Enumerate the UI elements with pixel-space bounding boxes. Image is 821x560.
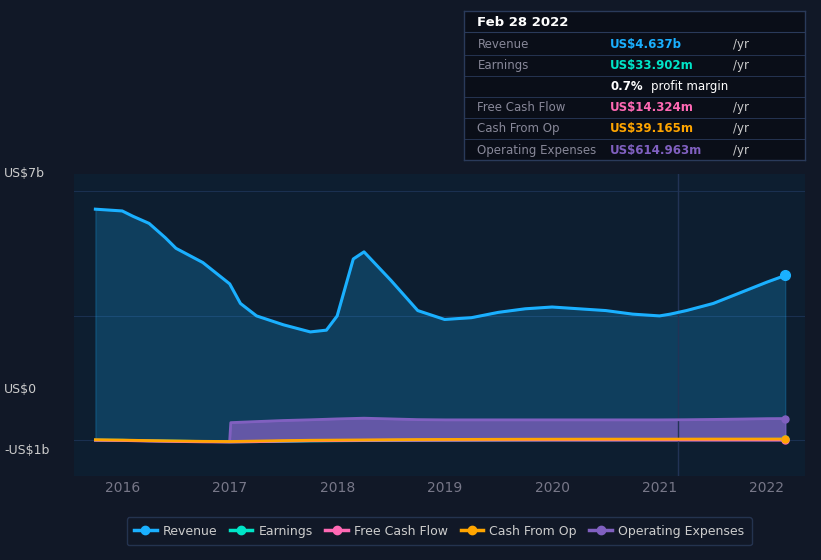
Text: /yr: /yr xyxy=(733,38,749,50)
Text: US$14.324m: US$14.324m xyxy=(610,101,695,114)
Text: /yr: /yr xyxy=(733,59,749,72)
Text: 0.7%: 0.7% xyxy=(610,80,643,93)
Text: Free Cash Flow: Free Cash Flow xyxy=(478,101,566,114)
Text: /yr: /yr xyxy=(733,101,749,114)
Text: /yr: /yr xyxy=(733,143,749,157)
Text: Revenue: Revenue xyxy=(478,38,529,50)
Text: US$614.963m: US$614.963m xyxy=(610,143,703,157)
Text: US$4.637b: US$4.637b xyxy=(610,38,682,50)
Text: Earnings: Earnings xyxy=(478,59,529,72)
Text: Feb 28 2022: Feb 28 2022 xyxy=(478,16,569,29)
Text: Operating Expenses: Operating Expenses xyxy=(478,143,597,157)
Text: /yr: /yr xyxy=(733,123,749,136)
Text: profit margin: profit margin xyxy=(651,80,728,93)
Text: Cash From Op: Cash From Op xyxy=(478,123,560,136)
Legend: Revenue, Earnings, Free Cash Flow, Cash From Op, Operating Expenses: Revenue, Earnings, Free Cash Flow, Cash … xyxy=(126,517,752,545)
Text: US$33.902m: US$33.902m xyxy=(610,59,694,72)
Text: US$39.165m: US$39.165m xyxy=(610,123,695,136)
Text: US$7b: US$7b xyxy=(4,167,45,180)
Text: -US$1b: -US$1b xyxy=(4,444,49,458)
Text: US$0: US$0 xyxy=(4,382,37,396)
